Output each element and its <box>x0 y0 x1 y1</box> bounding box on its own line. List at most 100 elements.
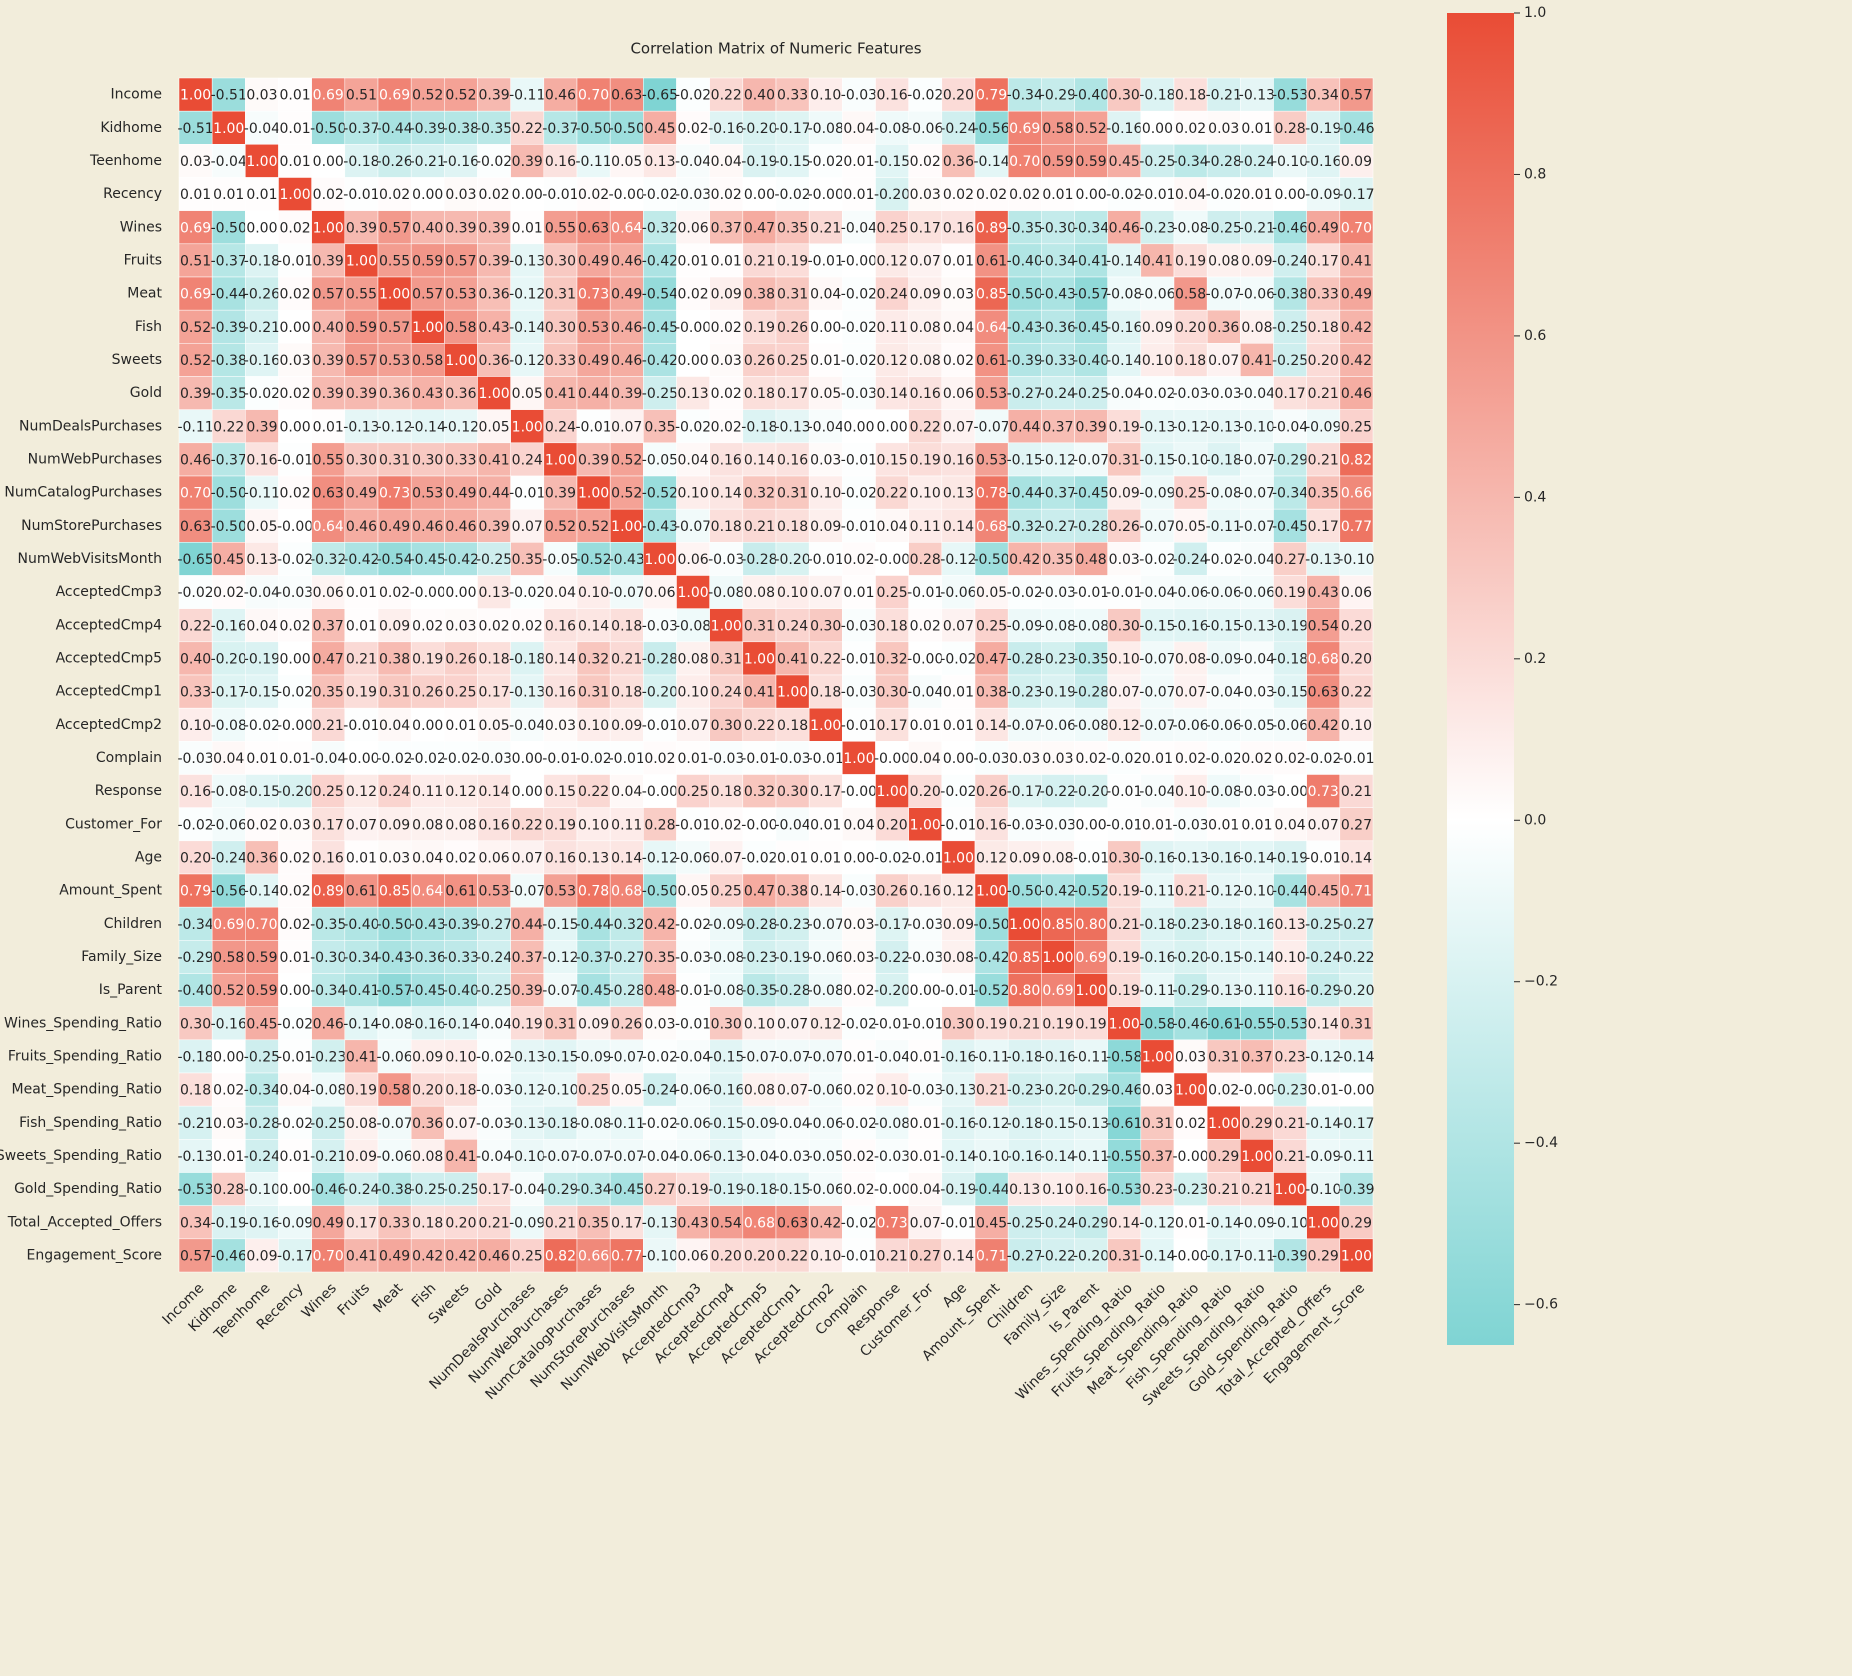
cell-label: -0.38 <box>376 1182 412 1198</box>
cell <box>1206 309 1241 344</box>
cell-label: 0.44 <box>512 917 543 933</box>
cell-label: 0.53 <box>545 884 576 900</box>
cell-label: -0.08 <box>675 618 711 634</box>
cell <box>1173 409 1208 444</box>
cell <box>1007 741 1042 775</box>
cell <box>808 177 843 211</box>
cell-label: 0.00 <box>246 220 277 236</box>
cell <box>908 77 943 112</box>
cell-label: -0.06 <box>808 1083 844 1099</box>
cell <box>1339 409 1374 444</box>
cell-label: -0.42 <box>1040 884 1076 900</box>
cell-label: 0.36 <box>478 287 509 303</box>
cell <box>1173 508 1208 543</box>
cell-label: 0.19 <box>346 1083 377 1099</box>
cell-label: -0.03 <box>476 1116 512 1132</box>
cell-label: -0.20 <box>642 685 678 701</box>
cell <box>344 608 379 643</box>
cell-label: 0.68 <box>744 1215 775 1231</box>
cell <box>1140 343 1175 377</box>
cell-label: -0.04 <box>874 1049 910 1065</box>
cell-label: -0.24 <box>1040 1215 1076 1231</box>
cell-label: 0.13 <box>1274 917 1305 933</box>
cell <box>1339 309 1374 344</box>
cell-label: -0.03 <box>675 187 711 203</box>
cell <box>278 475 312 510</box>
cell-label: -0.13 <box>774 419 810 435</box>
cell-label: 0.45 <box>1308 884 1339 900</box>
cell-label: 0.03 <box>279 353 310 369</box>
cell-label: 0.00 <box>412 187 443 203</box>
cell <box>742 542 777 576</box>
cell <box>775 542 810 576</box>
cell <box>178 243 213 278</box>
cell <box>576 144 611 178</box>
cell <box>974 475 1009 510</box>
cell-label: 0.41 <box>478 452 509 468</box>
cell-label: -0.03 <box>277 585 313 601</box>
cell-label: 0.49 <box>1308 220 1339 236</box>
cell-label: 0.01 <box>777 850 808 866</box>
cell-label: 0.58 <box>1042 121 1073 137</box>
cell-label: -0.42 <box>642 253 678 269</box>
cell-label: 0.61 <box>976 353 1007 369</box>
cell-label: 0.02 <box>279 884 310 900</box>
cell-label: -0.11 <box>1073 1149 1109 1165</box>
cell-label: 0.36 <box>379 386 410 402</box>
cell-label: -0.02 <box>1206 187 1242 203</box>
cell <box>1206 144 1241 178</box>
cell-label: 0.64 <box>976 320 1007 336</box>
cell-label: 0.20 <box>910 784 941 800</box>
cell <box>1206 442 1241 477</box>
cell <box>1041 741 1075 775</box>
cell <box>709 741 744 775</box>
cell-label: 0.02 <box>1175 121 1206 137</box>
cell <box>842 276 876 311</box>
cell-label: 0.70 <box>180 486 211 502</box>
cell <box>1107 508 1142 543</box>
cell-label: 0.57 <box>313 287 344 303</box>
cell <box>842 409 876 444</box>
cell <box>245 243 279 278</box>
cell <box>410 409 445 444</box>
cell <box>311 309 346 344</box>
cell <box>643 774 677 808</box>
cell <box>1007 144 1042 178</box>
cell-label: -0.01 <box>542 751 578 767</box>
cell <box>643 442 677 477</box>
cell-label: -0.19 <box>1272 618 1308 634</box>
cell-label: 0.14 <box>943 1248 974 1264</box>
cell <box>742 707 777 742</box>
cell-label: -0.43 <box>410 917 446 933</box>
cell <box>510 210 545 245</box>
cell <box>941 641 976 676</box>
cell-label: 1.00 <box>379 287 410 303</box>
cell-label: -0.35 <box>476 121 512 137</box>
cell-label: 1.00 <box>412 320 443 336</box>
cell-label: 0.01 <box>943 718 974 734</box>
cell-label: 1.00 <box>1109 1016 1140 1032</box>
cell <box>1273 641 1307 676</box>
cell-label: -0.35 <box>741 983 777 999</box>
cell-label: 0.09 <box>379 817 410 833</box>
cell-label: 0.28 <box>910 552 941 568</box>
cell <box>311 177 346 211</box>
cell-label: -0.40 <box>343 917 379 933</box>
row-label: AcceptedCmp3 <box>56 584 162 600</box>
cell-label: 0.29 <box>1208 1149 1239 1165</box>
cell-label: 0.55 <box>545 220 576 236</box>
cell-label: -0.04 <box>1106 386 1142 402</box>
cell-label: 0.51 <box>346 88 377 104</box>
cell-label: 0.21 <box>1308 452 1339 468</box>
cell <box>609 177 644 211</box>
cell-label: -0.14 <box>1139 1248 1175 1264</box>
cell-label: 0.17 <box>876 718 907 734</box>
cell-label: 0.10 <box>578 585 609 601</box>
cell <box>709 309 744 344</box>
cell <box>1041 641 1075 676</box>
cell-label: 0.24 <box>379 784 410 800</box>
cell-label: -0.15 <box>708 1049 744 1065</box>
cell <box>941 276 976 311</box>
cell <box>676 276 710 311</box>
cell-label: 0.42 <box>412 1248 443 1264</box>
